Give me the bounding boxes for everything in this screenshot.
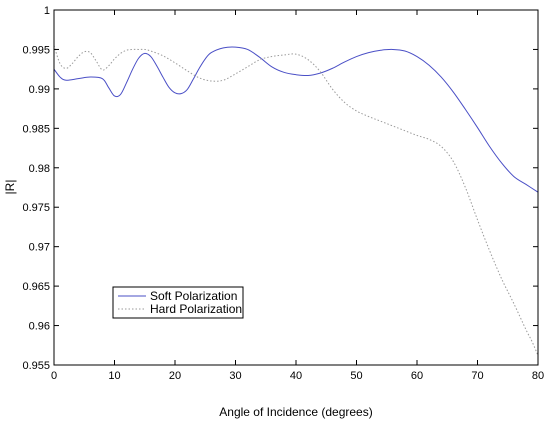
y-tick-label: 0.98 xyxy=(29,163,50,175)
y-tick-label: 0.97 xyxy=(29,242,50,254)
series-layer xyxy=(53,45,539,356)
y-tick-label: 0.985 xyxy=(22,123,50,135)
y-tick-label: 0.975 xyxy=(22,202,50,214)
legend-label-soft-polarization: Soft Polarization xyxy=(150,289,237,303)
x-tick-label: 60 xyxy=(411,370,423,382)
y-tick-label: 0.995 xyxy=(22,44,50,56)
x-tick-label: 0 xyxy=(51,370,57,382)
legend-box xyxy=(112,286,244,319)
y-tick-label: 0.965 xyxy=(22,281,50,293)
legend-label-hard-polarization: Hard Polarization xyxy=(150,302,242,316)
y-tick-label: 0.96 xyxy=(29,321,50,333)
ticks-layer: 0 10 20 30 40 50 60 70 80 0.955 0.96 0.965 0.97 0.975… xyxy=(22,5,544,382)
x-tick-label: 30 xyxy=(229,370,241,382)
y-tick-label: 0.955 xyxy=(22,360,50,372)
x-tick-label: 80 xyxy=(532,370,544,382)
series-line-soft-polarization xyxy=(53,46,539,193)
x-tick-label: 50 xyxy=(350,370,362,382)
x-tick-label: 20 xyxy=(169,370,181,382)
x-tick-label: 10 xyxy=(108,370,120,382)
y-tick-label: 0.99 xyxy=(29,84,50,96)
y-axis-label: |R| xyxy=(3,180,17,195)
x-axis-label: Angle of Incidence (degrees) xyxy=(219,405,372,419)
x-tick-label: 40 xyxy=(290,370,302,382)
y-tick-label: 1 xyxy=(44,5,50,17)
x-tick-label: 70 xyxy=(471,370,483,382)
legend: Soft Polarization Hard Polarization xyxy=(112,286,244,319)
